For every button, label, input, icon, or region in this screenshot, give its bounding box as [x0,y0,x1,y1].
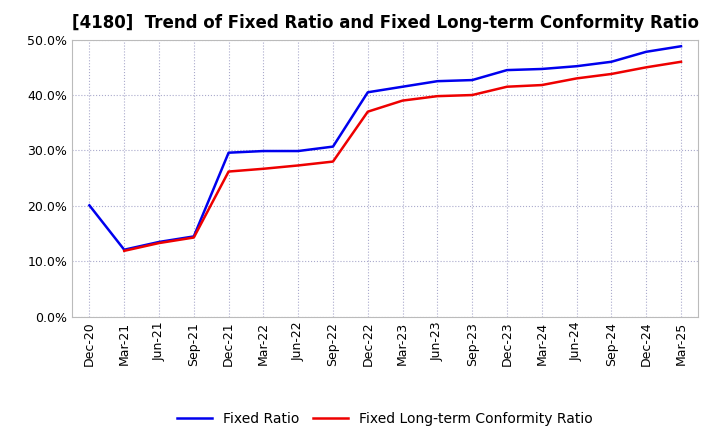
Fixed Ratio [225,150,233,155]
Title: [4180]  Trend of Fixed Ratio and Fixed Long-term Conformity Ratio: [4180] Trend of Fixed Ratio and Fixed Lo… [72,15,698,33]
Fixed Ratio [364,90,372,95]
Fixed Long-term Conformity Ratio [328,159,337,164]
Fixed Long-term Conformity Ratio [189,235,198,240]
Fixed Long-term Conformity Ratio [225,169,233,174]
Fixed Long-term Conformity Ratio [677,59,685,64]
Fixed Long-term Conformity Ratio [468,92,477,98]
Fixed Long-term Conformity Ratio [433,94,442,99]
Fixed Ratio [328,144,337,149]
Fixed Ratio [503,67,511,73]
Fixed Ratio [537,66,546,72]
Fixed Ratio [189,234,198,239]
Fixed Long-term Conformity Ratio [572,76,581,81]
Fixed Long-term Conformity Ratio [537,82,546,88]
Fixed Ratio [398,84,407,89]
Fixed Long-term Conformity Ratio [155,240,163,246]
Fixed Long-term Conformity Ratio [364,109,372,114]
Fixed Ratio [572,63,581,69]
Fixed Ratio [677,44,685,49]
Fixed Long-term Conformity Ratio [607,71,616,77]
Fixed Long-term Conformity Ratio [259,166,268,172]
Fixed Long-term Conformity Ratio [398,98,407,103]
Fixed Long-term Conformity Ratio [642,65,651,70]
Fixed Ratio [294,148,302,154]
Legend: Fixed Ratio, Fixed Long-term Conformity Ratio: Fixed Ratio, Fixed Long-term Conformity … [172,407,598,432]
Fixed Long-term Conformity Ratio [503,84,511,89]
Fixed Long-term Conformity Ratio [294,163,302,168]
Fixed Long-term Conformity Ratio [120,248,129,253]
Fixed Ratio [155,239,163,245]
Fixed Ratio [259,148,268,154]
Fixed Ratio [642,49,651,55]
Fixed Ratio [468,77,477,83]
Fixed Ratio [120,247,129,253]
Line: Fixed Ratio: Fixed Ratio [89,46,681,250]
Line: Fixed Long-term Conformity Ratio: Fixed Long-term Conformity Ratio [125,62,681,251]
Fixed Ratio [433,78,442,84]
Fixed Ratio [607,59,616,64]
Fixed Ratio [85,203,94,208]
